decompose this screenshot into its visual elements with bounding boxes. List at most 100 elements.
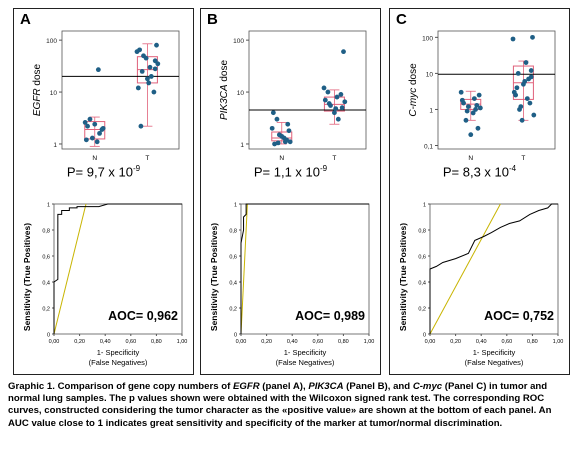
p-value-exponent: -4 — [509, 164, 517, 173]
data-point-n — [92, 121, 98, 127]
caption-gene: C-myc — [412, 381, 443, 392]
data-point-t — [322, 97, 328, 103]
data-point-n — [269, 125, 275, 131]
data-point-n — [89, 135, 95, 141]
roc-x-tick-label: 0,80 — [527, 339, 538, 345]
p-value-text: P= 1,1 x 10-9 — [201, 164, 380, 179]
panel-label: A — [20, 11, 31, 28]
x-category-label: N — [279, 155, 284, 162]
roc-x-axis-sublabel: (False Negatives) — [89, 358, 148, 367]
y-axis-suffix: dose — [219, 60, 230, 85]
data-point-t — [145, 76, 150, 82]
data-point-n — [468, 132, 474, 138]
data-point-t — [510, 36, 516, 42]
y-axis-suffix: dose — [32, 63, 43, 88]
roc-x-tick-label: 0,60 — [501, 339, 512, 345]
data-point-t — [524, 96, 530, 102]
data-point-n — [272, 141, 277, 147]
data-point-t — [530, 34, 535, 40]
data-point-t — [519, 117, 525, 123]
roc-curve — [429, 203, 558, 334]
y-tick-label: 100 — [46, 38, 57, 45]
reference-line — [53, 203, 87, 335]
y-tick-label: 1 — [429, 107, 433, 114]
data-point-t — [135, 85, 141, 91]
roc-y-tick-label: 0 — [423, 333, 426, 339]
roc-y-tick-label: 0 — [47, 333, 50, 339]
roc-x-tick-label: 0,80 — [151, 339, 162, 345]
data-point-n — [470, 110, 476, 116]
roc-x-tick-label: 0,40 — [100, 339, 111, 345]
p-value: P= 8,3 x 10 — [442, 164, 509, 180]
y-tick-label: 10 — [50, 90, 58, 97]
data-point-t — [523, 60, 529, 65]
y-axis-gene: PIK3CA — [219, 84, 230, 120]
data-point-t — [528, 68, 534, 73]
roc-x-tick-label: 0,80 — [338, 339, 349, 345]
data-point-t — [518, 104, 524, 109]
y-axis-label: C-myc dose — [408, 63, 419, 117]
dose-chart: 0,1 1 10 100 C-myc dose N T — [408, 30, 556, 162]
data-point-t — [139, 68, 145, 74]
data-point-t — [321, 85, 327, 91]
roc-y-tick-label: 0,8 — [418, 229, 426, 235]
caption-gene: EGFR — [232, 381, 260, 392]
data-point-n — [87, 116, 93, 122]
box — [271, 131, 293, 142]
roc-x-tick-label: 1,00 — [553, 339, 564, 345]
roc-x-axis-label: 1- Specificity — [473, 348, 516, 357]
data-point-t — [342, 99, 348, 105]
roc-y-tick-label: 1 — [47, 203, 50, 209]
data-point-t — [325, 89, 331, 95]
y-tick-label: 100 — [422, 35, 433, 42]
caption-text: Graphic 1. Comparison of gene copy numbe… — [8, 381, 233, 392]
data-point-t — [514, 85, 520, 91]
data-point-n — [463, 117, 469, 123]
roc-y-tick-label: 0,2 — [418, 307, 426, 313]
data-point-n — [285, 121, 291, 127]
roc-x-tick-label: 1,00 — [177, 339, 188, 345]
data-point-t — [146, 80, 152, 86]
x-category-label: N — [92, 155, 97, 162]
roc-x-tick-label: 0,40 — [476, 339, 487, 345]
roc-y-tick-label: 0,4 — [229, 281, 237, 287]
data-point-n — [287, 139, 293, 145]
roc-y-tick-label: 0,4 — [42, 281, 50, 287]
roc-y-tick-label: 0,6 — [42, 255, 50, 261]
data-point-n — [464, 108, 470, 114]
roc-x-tick-label: 0,60 — [312, 339, 323, 345]
data-point-n — [279, 133, 285, 139]
data-point-n — [477, 105, 483, 111]
roc-x-axis-label: 1- Specificity — [97, 348, 140, 357]
roc-x-tick-label: 0,20 — [450, 339, 461, 345]
data-point-t — [147, 64, 153, 70]
y-tick-label: 1 — [240, 142, 244, 149]
y-tick-label: 10 — [426, 71, 434, 78]
roc-x-tick-label: 0,60 — [125, 339, 136, 345]
plot-frame — [61, 30, 180, 150]
x-category-label: T — [521, 155, 525, 162]
y-tick-label: 1 — [53, 142, 57, 149]
data-point-n — [83, 137, 89, 143]
roc-x-axis-label: 1- Specificity — [284, 348, 327, 357]
roc-y-tick-label: 1 — [423, 203, 426, 209]
roc-x-tick-label: 0,20 — [261, 339, 272, 345]
data-point-t — [155, 61, 161, 67]
data-point-t — [328, 103, 333, 108]
reference-line — [429, 203, 501, 335]
roc-y-tick-label: 0,8 — [229, 229, 237, 235]
auc-value: AOC= 0,962 — [108, 309, 178, 323]
data-point-t — [339, 105, 345, 111]
data-point-t — [138, 123, 144, 129]
y-axis-gene: C-myc — [408, 88, 419, 117]
data-point-n — [95, 67, 101, 73]
data-point-t — [148, 74, 154, 79]
caption-text: (panel A), — [259, 381, 309, 392]
roc-y-axis-label: Sensitivity (True Positives) — [398, 223, 408, 331]
roc-frame — [240, 203, 370, 335]
data-point-n — [458, 89, 464, 95]
roc-x-axis-sublabel: (False Negatives) — [276, 358, 335, 367]
roc-x-axis-sublabel: (False Negatives) — [465, 358, 524, 367]
roc-curve — [240, 203, 369, 334]
